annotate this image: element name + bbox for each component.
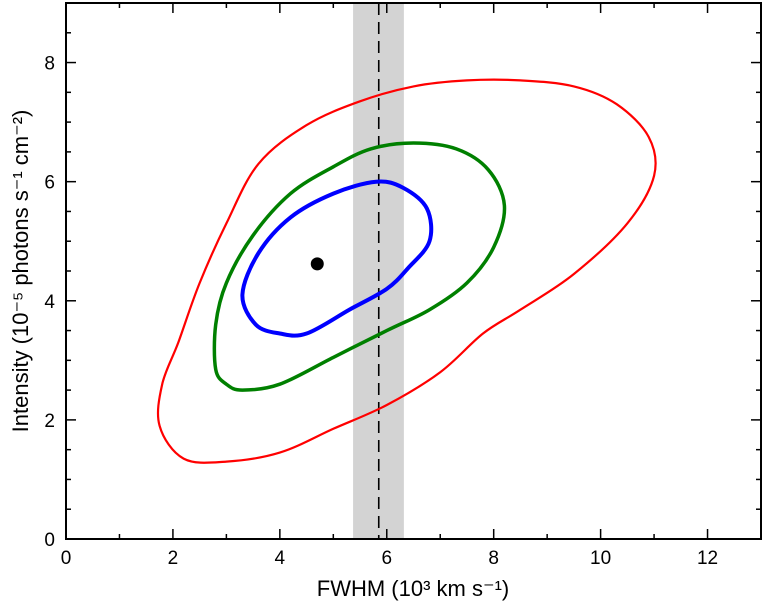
best-fit-point [310, 257, 324, 271]
tick-label-layer: 0 2 4 6 8 10 12 0 2 4 6 8 [44, 54, 718, 569]
x-tick-label: 6 [381, 548, 392, 569]
contour-3 [156, 78, 657, 464]
x-tick-label: 4 [275, 548, 286, 569]
x-tick-label: 2 [168, 548, 179, 569]
x-tick-label: 0 [61, 548, 72, 569]
x-tick-label: 8 [488, 548, 499, 569]
tick-layer [65, 2, 762, 540]
contour-1 [240, 179, 434, 338]
y-tick-label: 2 [44, 411, 55, 432]
contour-layer [156, 78, 657, 464]
marker-layer [310, 257, 324, 271]
x-axis-title: FWHM (10³ km s⁻¹) [317, 576, 509, 601]
x-tick-label: 10 [590, 548, 611, 569]
y-axis-title: Intensity (10⁻⁵ photons s⁻¹ cm⁻²) [8, 110, 33, 433]
x-tick-label: 12 [697, 548, 718, 569]
y-tick-label: 4 [44, 292, 55, 313]
y-tick-label: 8 [44, 54, 55, 75]
reference-band-layer [353, 3, 404, 539]
y-tick-label: 6 [44, 173, 55, 194]
contour-2 [212, 141, 507, 392]
plot-frame [65, 2, 762, 540]
y-tick-label: 0 [44, 530, 55, 551]
